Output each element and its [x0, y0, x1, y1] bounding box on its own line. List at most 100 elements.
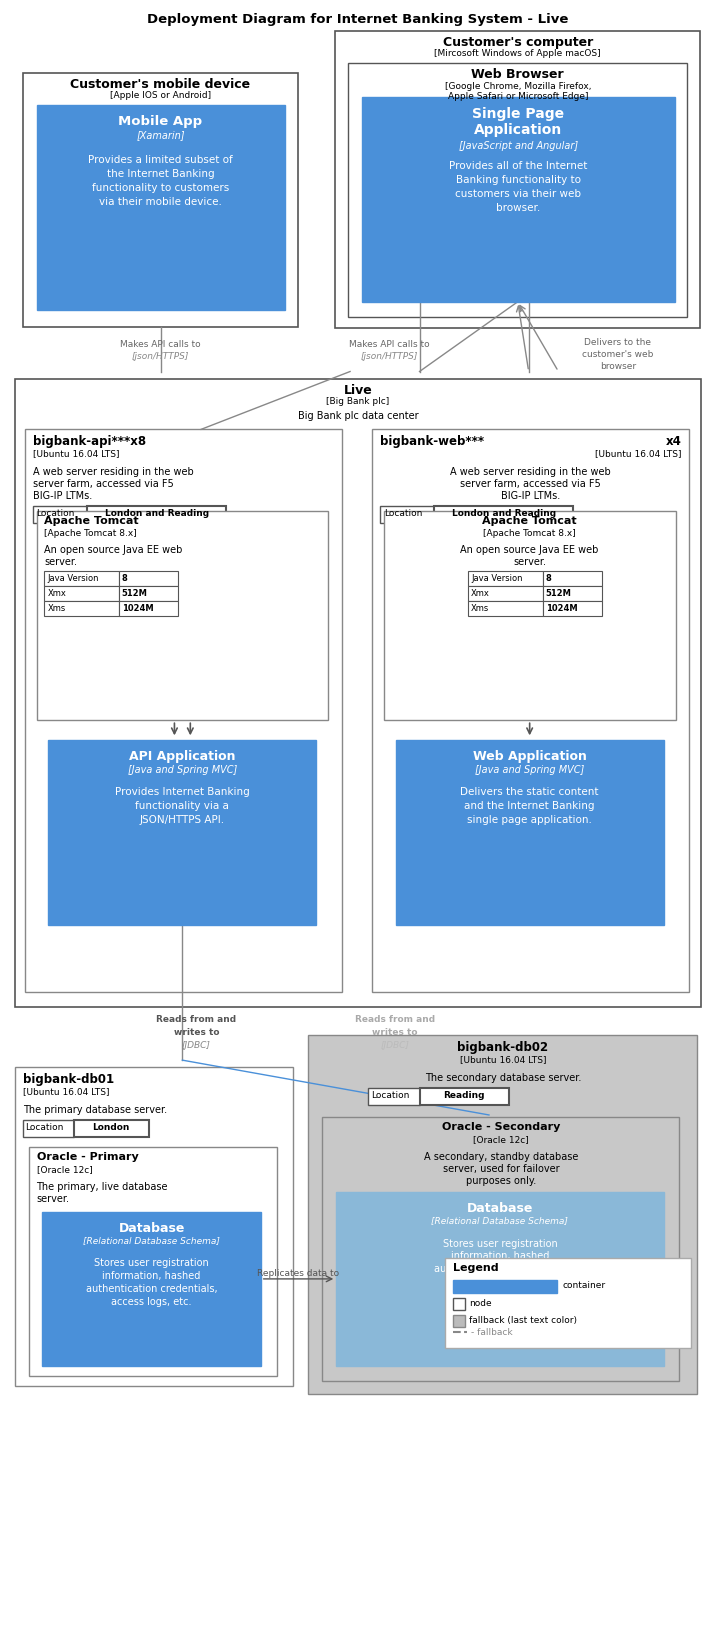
- Text: [Relational Database Schema]: [Relational Database Schema]: [83, 1237, 220, 1245]
- Text: information, hashed: information, hashed: [450, 1251, 549, 1261]
- Bar: [468, 601, 543, 616]
- Text: [Ubuntu 16.04 LTS]: [Ubuntu 16.04 LTS]: [23, 1087, 109, 1095]
- Text: access logs, etc.: access logs, etc.: [460, 1277, 540, 1287]
- Text: The primary, live database: The primary, live database: [37, 1181, 168, 1191]
- Text: Apple Safari or Microsoft Edge]: Apple Safari or Microsoft Edge]: [448, 93, 588, 101]
- Text: server farm, accessed via F5: server farm, accessed via F5: [460, 479, 601, 489]
- Text: [Google Chrome, Mozilla Firefox,: [Google Chrome, Mozilla Firefox,: [445, 81, 591, 91]
- Bar: [379, 505, 435, 523]
- Text: BIG-IP LTMs.: BIG-IP LTMs.: [501, 491, 561, 500]
- Bar: [119, 601, 178, 616]
- Text: London and Reading: London and Reading: [452, 509, 556, 518]
- Text: Provides a limited subset of: Provides a limited subset of: [88, 156, 233, 166]
- Text: Xms: Xms: [471, 604, 489, 613]
- Bar: [368, 1089, 420, 1105]
- Text: x4: x4: [666, 436, 682, 448]
- Text: Makes API calls to: Makes API calls to: [120, 340, 201, 349]
- Text: [json/HTTPS]: [json/HTTPS]: [132, 351, 189, 361]
- Text: the Internet Banking: the Internet Banking: [107, 169, 214, 179]
- Bar: [42, 1212, 261, 1367]
- Text: Makes API calls to: Makes API calls to: [349, 340, 430, 349]
- Text: functionality via a: functionality via a: [135, 801, 229, 811]
- Text: 512M: 512M: [546, 588, 571, 598]
- Bar: [119, 585, 178, 601]
- Bar: [32, 505, 87, 523]
- Text: 512M: 512M: [122, 588, 147, 598]
- Text: Stores user registration: Stores user registration: [442, 1238, 557, 1248]
- Text: browser.: browser.: [496, 203, 541, 213]
- Text: functionality to customers: functionality to customers: [92, 184, 229, 193]
- Bar: [543, 585, 602, 601]
- Text: server.: server.: [37, 1194, 69, 1204]
- Text: server.: server.: [44, 557, 77, 567]
- Text: via their mobile device.: via their mobile device.: [99, 197, 222, 206]
- Text: The primary database server.: The primary database server.: [23, 1105, 167, 1115]
- Text: Live: Live: [344, 385, 372, 398]
- Text: Location: Location: [37, 509, 75, 518]
- Text: authentication credentials,: authentication credentials,: [434, 1264, 566, 1274]
- Bar: [335, 31, 700, 328]
- Text: [Relational Database Schema]: [Relational Database Schema]: [432, 1217, 569, 1225]
- Bar: [44, 601, 119, 616]
- Text: Xmx: Xmx: [471, 588, 490, 598]
- Text: London and Reading: London and Reading: [105, 509, 208, 518]
- Text: Web Application: Web Application: [473, 751, 586, 764]
- Text: [Mircosoft Windows of Apple macOS]: [Mircosoft Windows of Apple macOS]: [435, 49, 601, 57]
- Bar: [348, 63, 687, 317]
- Bar: [396, 741, 664, 925]
- Text: [Oracle 12c]: [Oracle 12c]: [37, 1165, 92, 1173]
- Text: writes to: writes to: [372, 1029, 417, 1037]
- Text: Java Version: Java Version: [47, 574, 99, 583]
- Text: Database: Database: [467, 1201, 533, 1214]
- Text: information, hashed: information, hashed: [102, 1271, 200, 1282]
- Text: Reads from and: Reads from and: [156, 1016, 236, 1024]
- Bar: [29, 1147, 276, 1376]
- Text: Mobile App: Mobile App: [118, 115, 203, 128]
- Bar: [543, 601, 602, 616]
- Text: browser: browser: [600, 361, 636, 370]
- Bar: [372, 429, 690, 993]
- Bar: [23, 73, 299, 327]
- Bar: [24, 429, 342, 993]
- Text: container: container: [562, 1282, 606, 1290]
- Text: Oracle - Secondary: Oracle - Secondary: [442, 1121, 560, 1133]
- Text: bigbank-db02: bigbank-db02: [458, 1042, 548, 1055]
- Text: Customer's computer: Customer's computer: [442, 36, 593, 49]
- Bar: [74, 1120, 149, 1138]
- Text: fallback (last text color): fallback (last text color): [469, 1316, 577, 1326]
- Text: Legend: Legend: [453, 1264, 499, 1274]
- Text: [json/HTTPS]: [json/HTTPS]: [361, 351, 418, 361]
- Text: Provides all of the Internet: Provides all of the Internet: [449, 161, 587, 171]
- Text: server.: server.: [513, 557, 546, 567]
- Text: single page application.: single page application.: [468, 816, 592, 826]
- Bar: [453, 1280, 558, 1294]
- Text: A secondary, standby database: A secondary, standby database: [424, 1152, 578, 1162]
- Text: London: London: [92, 1123, 130, 1133]
- Bar: [37, 510, 328, 720]
- Bar: [322, 1116, 679, 1381]
- Text: Location: Location: [371, 1090, 410, 1100]
- Text: Big Bank plc data center: Big Bank plc data center: [298, 411, 418, 421]
- Text: Oracle - Primary: Oracle - Primary: [37, 1152, 138, 1162]
- Text: An open source Java EE web: An open source Java EE web: [460, 544, 599, 554]
- Text: A web server residing in the web: A web server residing in the web: [32, 466, 193, 478]
- Text: A web server residing in the web: A web server residing in the web: [450, 466, 611, 478]
- Bar: [468, 585, 543, 601]
- Bar: [119, 570, 178, 585]
- Text: Single Page: Single Page: [472, 107, 564, 122]
- Text: 1024M: 1024M: [546, 604, 577, 613]
- Text: [Apple IOS or Android]: [Apple IOS or Android]: [110, 91, 211, 101]
- Bar: [44, 585, 119, 601]
- Text: Replicates data to: Replicates data to: [258, 1269, 339, 1277]
- Text: 8: 8: [122, 574, 127, 583]
- Text: 1024M: 1024M: [122, 604, 153, 613]
- Text: [JDBC]: [JDBC]: [380, 1042, 409, 1050]
- Text: Reading: Reading: [443, 1090, 485, 1100]
- Text: Provides Internet Banking: Provides Internet Banking: [115, 786, 250, 798]
- Text: Java Version: Java Version: [471, 574, 523, 583]
- Text: JSON/HTTPS API.: JSON/HTTPS API.: [140, 816, 225, 826]
- Bar: [453, 1298, 465, 1310]
- Text: Apache Tomcat: Apache Tomcat: [44, 517, 139, 526]
- Text: Apache Tomcat: Apache Tomcat: [483, 517, 577, 526]
- Text: node: node: [469, 1300, 492, 1308]
